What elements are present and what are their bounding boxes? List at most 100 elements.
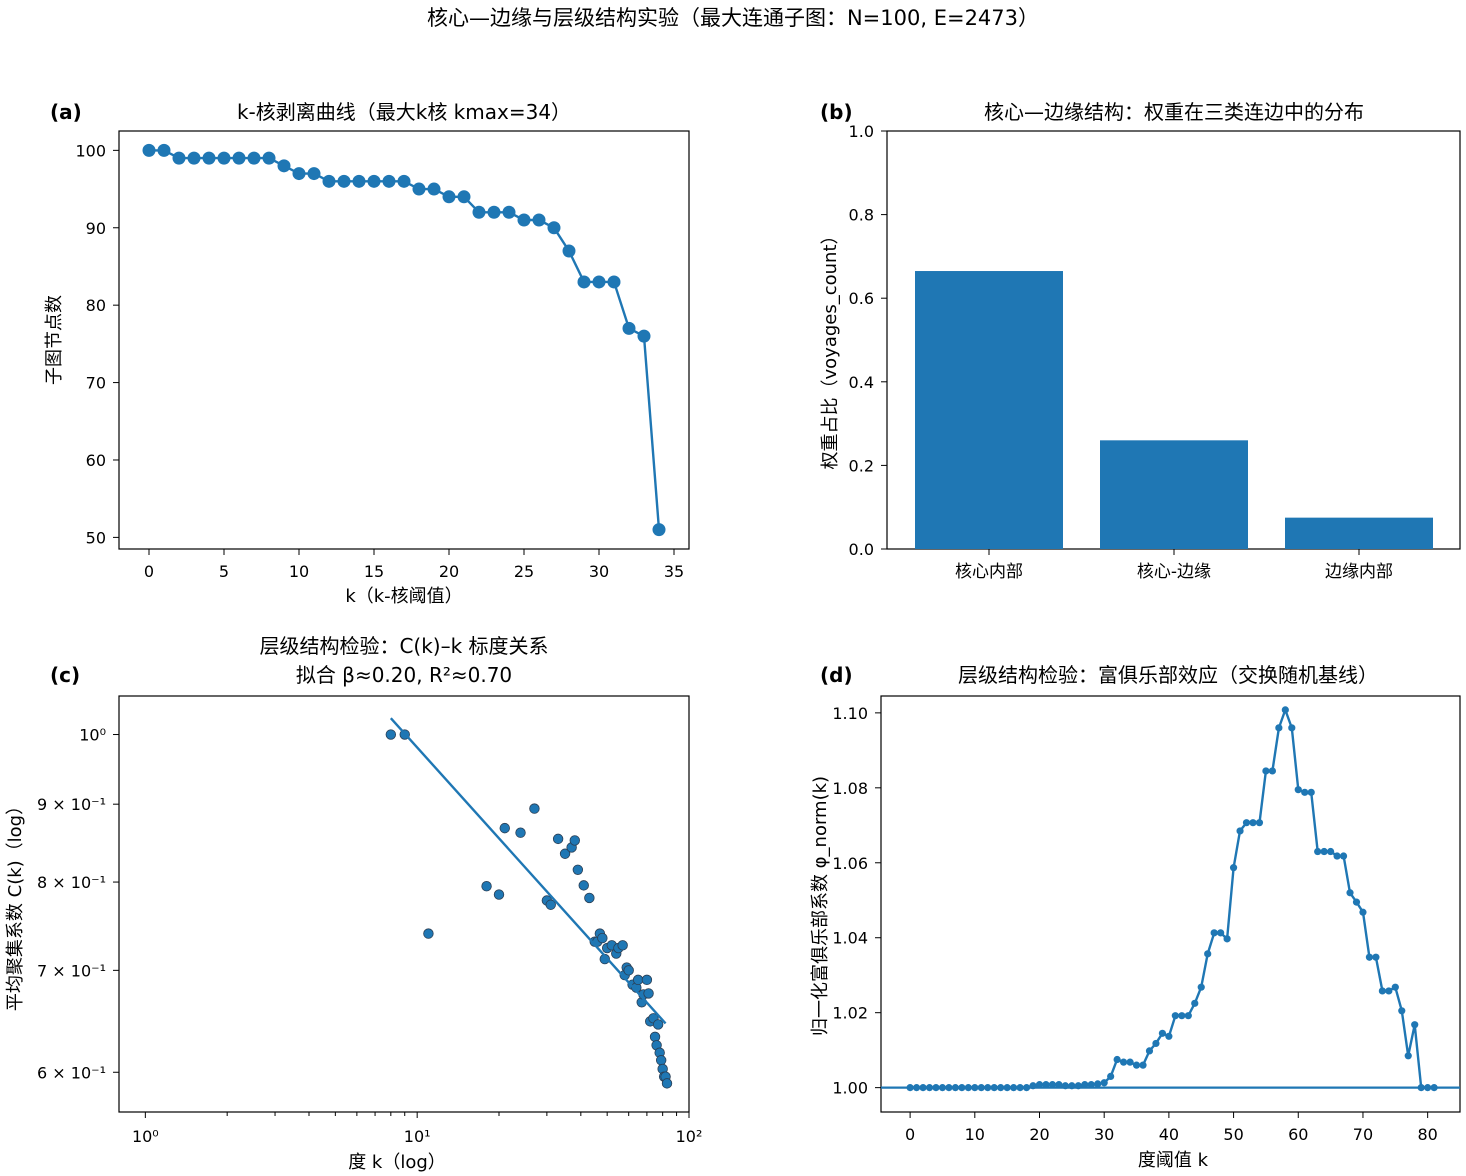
panel-a-ytick-label: 90	[86, 219, 106, 238]
panel-d-frame	[880, 695, 1461, 1113]
panel-d-point	[1094, 1080, 1102, 1088]
panel-d-point	[1087, 1081, 1095, 1089]
panel-a-kcore-curve: (a) k-核剥离曲线（最大k核 kmax=34） 0 5 10 15 20 25 30 35…	[44, 100, 690, 607]
panel-a-title: k-核剥离曲线（最大k核 kmax=34）	[237, 100, 571, 124]
panel-c-point	[584, 892, 595, 904]
panel-d-ytick-label: 1.06	[832, 854, 868, 873]
panel-a-point	[517, 213, 531, 227]
panel-d-point	[1307, 788, 1315, 796]
panel-c-point	[572, 864, 584, 875]
panel-d-point	[1081, 1081, 1089, 1089]
panel-d-title: 层级结构检验：富俱乐部效应（交换随机基线）	[958, 663, 1378, 687]
panel-c-frame	[118, 695, 690, 1113]
panel-d-point	[1430, 1084, 1438, 1092]
panel-a-point	[322, 174, 336, 188]
panel-c-clustering-scaling: (c) 层级结构检验：C(k)–k 标度关系 拟合 β≈0.20, R²≈0.7…	[5, 634, 702, 1173]
panel-a-point	[487, 205, 501, 219]
panel-d-point	[1378, 987, 1386, 995]
panel-a-point	[622, 321, 636, 335]
panel-a-point	[577, 275, 591, 289]
panel-d-point	[1003, 1084, 1011, 1092]
panel-c-point	[623, 965, 634, 976]
panel-d-point	[1061, 1082, 1069, 1090]
panel-d-point	[1035, 1081, 1044, 1089]
panel-d-point	[1268, 767, 1276, 775]
panel-b-ytick-label: 0.4	[849, 373, 874, 392]
panel-c-point	[423, 928, 434, 939]
panel-d-point	[925, 1084, 934, 1092]
panel-b-bar	[1285, 517, 1433, 549]
panel-a-marks	[142, 143, 666, 537]
panel-a-ytick-label: 80	[86, 296, 106, 315]
panel-c-ytick-label: 9 × 10⁻¹	[37, 795, 106, 814]
panel-d-point	[1126, 1058, 1134, 1066]
panel-c-point	[529, 803, 540, 814]
panel-d-point	[997, 1084, 1005, 1092]
panel-c-ylabel: 平均聚集系数 C(k)（log）	[5, 797, 26, 1011]
panel-a-xtick-label: 20	[439, 562, 459, 581]
panel-d-marks	[881, 706, 1460, 1092]
panel-d-point	[1055, 1081, 1063, 1089]
panel-b-bar	[915, 271, 1063, 549]
panel-a-point	[412, 182, 426, 196]
panel-d-point	[971, 1084, 979, 1092]
panel-a-point	[532, 213, 546, 227]
panel-a-xtick-label: 30	[589, 562, 609, 581]
panel-c-point	[552, 833, 564, 845]
panel-d-xtick-label: 30	[1094, 1125, 1114, 1144]
panel-c-marks	[385, 717, 673, 1089]
panel-d-point	[1236, 827, 1244, 835]
panel-c-point	[481, 881, 492, 892]
figure-suptitle: 核心—边缘与层级结构实验（最大连通子图：N=100, E=2473）	[426, 6, 1040, 30]
panel-d-point	[1327, 847, 1335, 856]
panel-d-point	[984, 1084, 992, 1092]
panel-d-point	[1294, 786, 1302, 794]
panel-a-point	[217, 151, 231, 165]
panel-a-point	[652, 523, 666, 537]
panel-d-label: (d)	[820, 663, 853, 687]
panel-b-ytick-label: 0.8	[849, 206, 874, 225]
panel-d-point	[1139, 1061, 1147, 1069]
panel-d-point	[1197, 983, 1205, 991]
panel-a-point	[442, 190, 456, 204]
panel-d-point	[945, 1084, 953, 1092]
panel-a-point	[172, 151, 186, 165]
panel-d-point	[906, 1084, 914, 1092]
panel-a-point	[187, 151, 201, 165]
panel-a-xtick-label: 0	[144, 562, 154, 581]
panel-d-point	[1255, 819, 1264, 827]
panel-d-point	[1191, 999, 1199, 1007]
panel-d-ylabel: 归一化富俱乐部系数 φ_norm(k)	[810, 776, 831, 1036]
panel-a-xtick-label: 35	[664, 562, 684, 581]
panel-d-point	[1113, 1055, 1121, 1064]
panel-a-xtick-label: 15	[364, 562, 384, 581]
panel-d-point	[1417, 1084, 1425, 1092]
panel-c-point	[493, 889, 505, 900]
panel-d-xtick-label: 70	[1353, 1125, 1373, 1144]
panel-b-category-label: 核心-边缘	[1137, 562, 1211, 582]
panel-d-point	[1404, 1052, 1412, 1060]
panel-c-label: (c)	[50, 663, 80, 687]
panel-a-xtick-label: 25	[514, 562, 534, 581]
panel-d-point	[1217, 929, 1225, 937]
panel-d-ytick-label: 1.04	[832, 929, 868, 948]
panel-d-point	[1010, 1084, 1018, 1092]
panel-a-point	[547, 221, 561, 235]
panel-d-point	[1132, 1061, 1141, 1069]
panel-d-point	[1391, 983, 1399, 991]
panel-d-point	[1229, 864, 1238, 872]
panel-b-label: (b)	[820, 100, 853, 124]
panel-d-point	[1068, 1082, 1076, 1090]
panel-a-point	[592, 275, 606, 289]
panel-d-point	[1301, 788, 1309, 796]
panel-d-point	[912, 1084, 921, 1092]
panel-d-point	[1424, 1084, 1432, 1092]
panel-a-point	[277, 159, 291, 173]
panel-d-point	[1339, 852, 1348, 860]
panel-c-ytick-label: 10⁰	[79, 726, 106, 745]
panel-d-rich-club: (d) 层级结构检验：富俱乐部效应（交换随机基线） 0 10 20 30 40 50 60 7…	[810, 663, 1461, 1171]
panel-d-point	[1107, 1072, 1115, 1080]
panel-d-xtick-label: 40	[1159, 1125, 1179, 1144]
panel-d-point	[1365, 953, 1374, 961]
panel-a-series-line	[149, 149, 661, 530]
